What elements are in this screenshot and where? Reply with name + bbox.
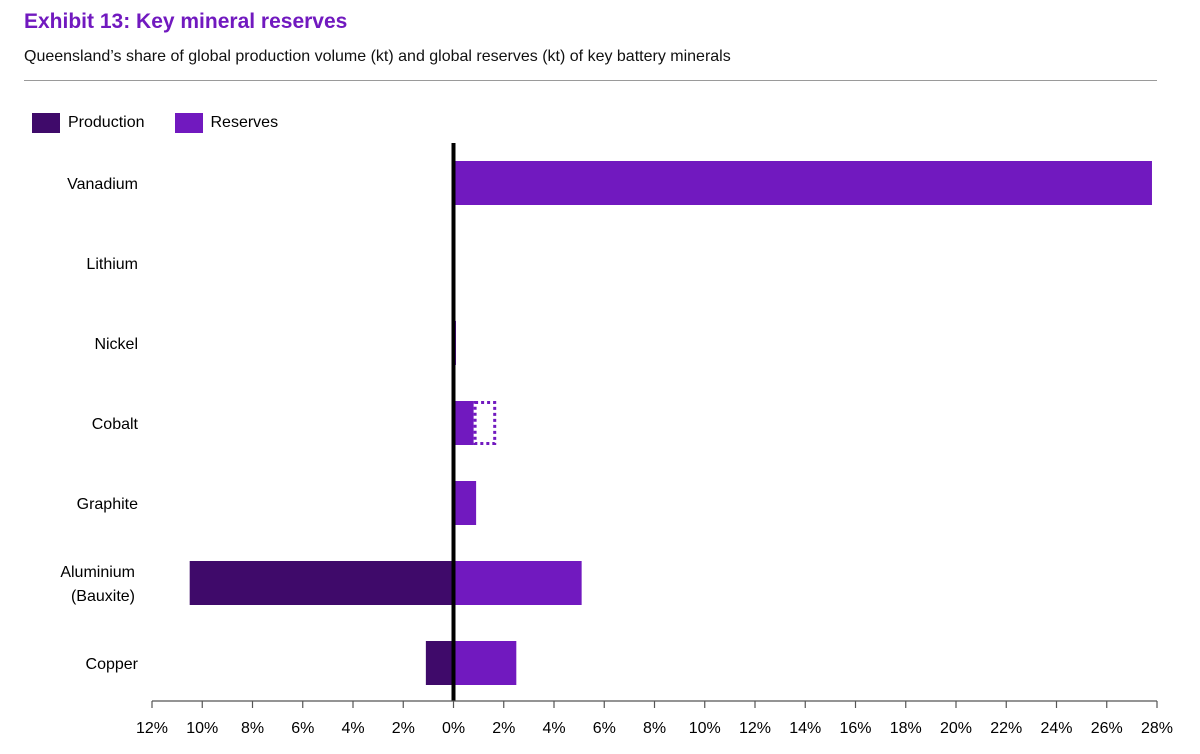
x-tick-label: 10% [186, 720, 218, 737]
reserves-bar-copper [453, 641, 517, 685]
reserves-bar-aluminium-bauxite [453, 561, 582, 605]
header-divider [24, 80, 1157, 81]
category-label-lithium: Lithium [86, 256, 138, 273]
x-tick-label: 18% [890, 720, 922, 737]
category-label-line: (Bauxite) [71, 588, 135, 605]
x-tick-label: 6% [291, 720, 314, 737]
x-tick-label: 16% [839, 720, 871, 737]
x-tick-label: 10% [689, 720, 721, 737]
reserves-bar-vanadium [453, 161, 1152, 205]
x-tick-label: 2% [492, 720, 515, 737]
x-tick-label: 12% [136, 720, 168, 737]
x-tick-label: 14% [789, 720, 821, 737]
category-label-aluminium-bauxite: Aluminium (Bauxite) [60, 564, 135, 605]
page-subtitle: Queensland’s share of global production … [24, 48, 731, 65]
category-label-graphite: Graphite [77, 496, 138, 513]
x-tick-label: 0% [442, 720, 465, 737]
category-label-copper: Copper [86, 656, 139, 673]
chart-legend: Production Reserves [32, 113, 308, 133]
x-tick-label: 2% [392, 720, 415, 737]
category-label-nickel: Nickel [94, 336, 138, 353]
legend-swatch-reserves [174, 113, 203, 133]
x-tick-label: 26% [1091, 720, 1123, 737]
x-tick-label: 8% [643, 720, 666, 737]
x-tick-label: 4% [542, 720, 565, 737]
category-label-vanadium: Vanadium [67, 176, 138, 193]
reserves-bar-cobalt [453, 401, 474, 445]
page-title: Exhibit 13: Key mineral reserves [24, 10, 348, 33]
x-tick-label: 22% [990, 720, 1022, 737]
reserves-bar-graphite [453, 481, 477, 525]
category-label-cobalt: Cobalt [92, 416, 139, 433]
legend-item-production: Production [32, 113, 145, 133]
x-tick-label: 6% [593, 720, 616, 737]
x-tick-label: 4% [341, 720, 364, 737]
x-tick-label: 24% [1040, 720, 1072, 737]
x-tick-label: 20% [940, 720, 972, 737]
legend-swatch-production [32, 113, 60, 133]
production-bar-aluminium-bauxite [189, 561, 454, 605]
legend-label-production: Production [68, 114, 145, 131]
x-tick-label: 28% [1141, 720, 1173, 737]
legend-item-reserves: Reserves [174, 113, 279, 133]
x-tick-label: 8% [241, 720, 264, 737]
reserves-annotation-outline [473, 401, 497, 445]
category-label-line: Aluminium [60, 564, 135, 581]
x-tick-label: 12% [739, 720, 771, 737]
production-bar-copper [425, 641, 454, 685]
legend-label-reserves: Reserves [210, 114, 279, 131]
